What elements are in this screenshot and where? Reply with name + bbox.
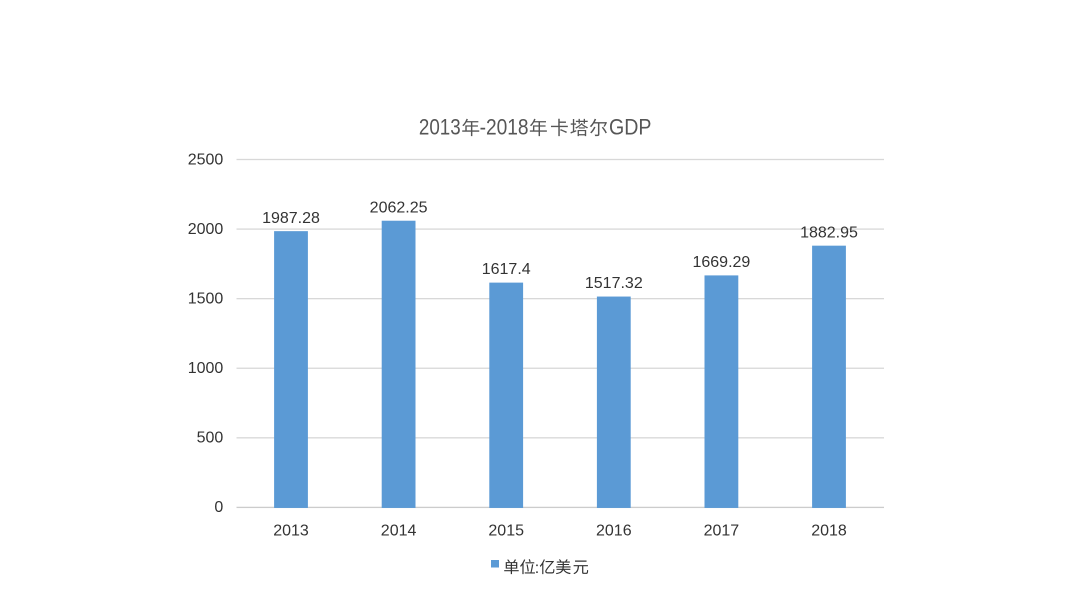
svg-text:2015: 2015 bbox=[488, 523, 524, 540]
svg-text:1987.28: 1987.28 bbox=[262, 210, 320, 227]
svg-text:2013: 2013 bbox=[273, 523, 309, 540]
svg-text:GDP: GDP bbox=[609, 115, 652, 140]
svg-text::: : bbox=[535, 560, 539, 577]
svg-text:2017: 2017 bbox=[704, 523, 740, 540]
svg-text:0: 0 bbox=[214, 499, 223, 516]
svg-text:1617.4: 1617.4 bbox=[482, 261, 531, 278]
svg-text:2016: 2016 bbox=[596, 523, 632, 540]
svg-text:2000: 2000 bbox=[188, 221, 224, 238]
svg-text:1000: 1000 bbox=[188, 360, 224, 377]
svg-text:1500: 1500 bbox=[188, 290, 224, 307]
svg-text:2062.25: 2062.25 bbox=[370, 199, 428, 216]
svg-text:500: 500 bbox=[197, 430, 224, 447]
svg-text:1517.32: 1517.32 bbox=[585, 275, 643, 292]
svg-text:1669.29: 1669.29 bbox=[692, 254, 750, 271]
svg-text:2018: 2018 bbox=[811, 523, 847, 540]
svg-text:2014: 2014 bbox=[381, 523, 417, 540]
svg-text:2500: 2500 bbox=[188, 151, 224, 168]
svg-text:2013: 2013 bbox=[419, 115, 461, 140]
svg-text:-2018: -2018 bbox=[480, 115, 529, 140]
svg-text:1882.95: 1882.95 bbox=[800, 224, 858, 241]
